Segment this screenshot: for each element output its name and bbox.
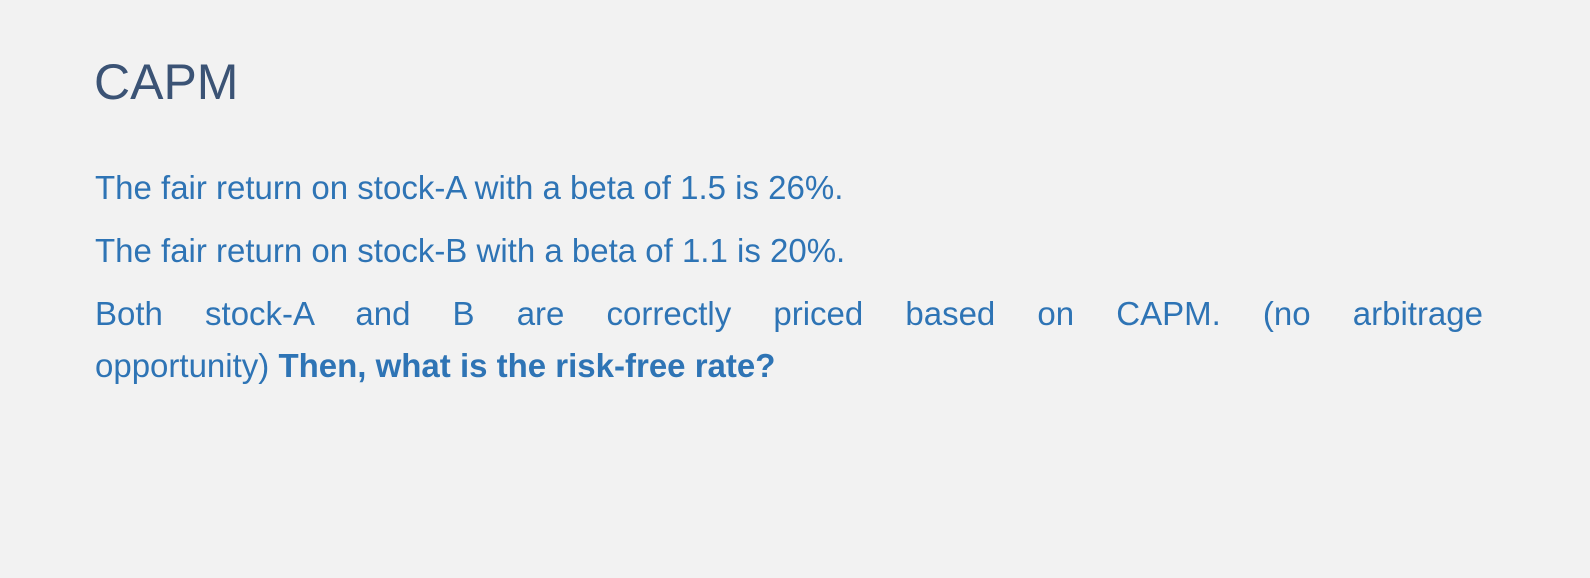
paragraph-question: Both stock-A and B are correctly priced … (95, 288, 1483, 392)
question-line-1: Both stock-A and B are correctly priced … (95, 295, 1483, 332)
paragraph-stock-a: The fair return on stock-A with a beta o… (95, 169, 844, 206)
slide-title: CAPM (94, 54, 239, 110)
question-bold: Then, what is the risk-free rate? (278, 347, 776, 384)
question-line-2: opportunity) Then, what is the risk-free… (95, 340, 1483, 392)
question-text: opportunity) (95, 347, 279, 384)
paragraph-stock-b: The fair return on stock-B with a beta o… (95, 232, 846, 269)
slide-body: The fair return on stock-A with a beta o… (95, 162, 1483, 403)
